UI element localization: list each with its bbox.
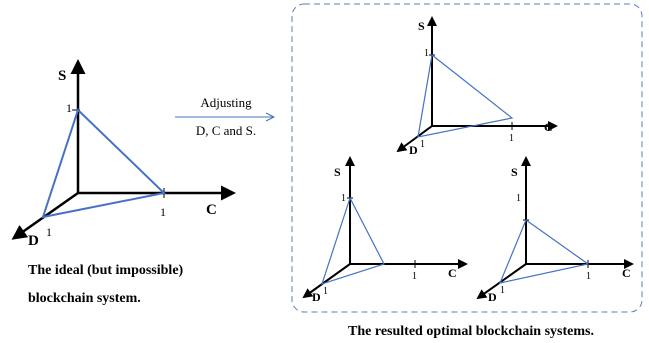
adjust-arrow-group: Adjusting D, C and S. [175, 95, 276, 138]
c-one-label: 1 [586, 271, 591, 282]
optimal-system-bottom-left: S C D 1 1 1 [302, 156, 468, 304]
d-one-label: 1 [323, 286, 328, 297]
s-one-label: 1 [341, 193, 346, 204]
c-one-label: 1 [412, 271, 417, 282]
optimal-caption: The resulted optimal blockchain systems. [348, 324, 594, 339]
c-axis-label: C [206, 202, 217, 218]
optimal-system-bottom-right: S C D 1 1 1 [476, 156, 634, 304]
d-axis-label: D [488, 290, 497, 304]
s-one-label: 1 [424, 48, 429, 59]
d-one-label: 1 [420, 139, 425, 150]
optimal-triangle-bottom-right [499, 219, 590, 284]
optimal-triangle-top [417, 53, 514, 138]
d-one-label: 1 [46, 225, 52, 239]
optimal-system-top: S C D 1 1 1 [396, 16, 558, 157]
ideal-caption-line1: The ideal (but impossible) [28, 263, 184, 278]
s-one-label: 1 [516, 193, 521, 204]
s-one-label: 1 [66, 101, 72, 115]
optimal-systems-box [291, 3, 643, 313]
d-axis-label: D [28, 233, 39, 249]
s-axis-label: S [511, 165, 518, 179]
adjust-caption-line2: D, C and S. [196, 123, 256, 138]
d-one-label: 1 [500, 285, 505, 296]
c-axis-label: C [622, 266, 631, 280]
ideal-system-diagram: S C D 1 1 1 [11, 59, 236, 249]
c-one-label: 1 [160, 205, 166, 219]
ideal-caption-line2: blockchain system. [28, 291, 141, 306]
s-axis-label: S [334, 165, 341, 179]
s-axis-label: S [418, 19, 425, 33]
d-axis-label: D [409, 143, 418, 157]
adjust-caption-line1: Adjusting [200, 95, 252, 110]
c-one-label: 1 [509, 133, 514, 144]
s-axis-label: S [58, 68, 66, 84]
ideal-triangle [41, 108, 167, 219]
d-axis-label: D [312, 290, 321, 304]
c-axis-label: C [448, 266, 457, 280]
c-axis-label: C [544, 120, 553, 134]
optimal-triangle-bottom-left [321, 196, 385, 285]
